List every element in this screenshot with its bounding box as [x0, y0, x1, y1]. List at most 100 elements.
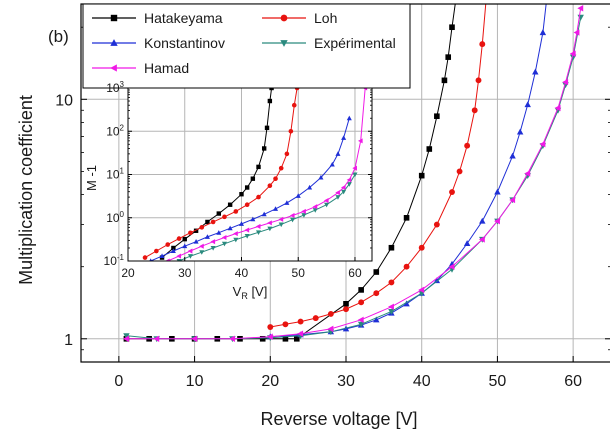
legend-label-experimental: Expérimental	[314, 35, 396, 51]
main-data-point-hamad	[539, 140, 546, 148]
main-x-ticks: 0 10 20 30 40 50 60	[114, 356, 582, 390]
inset-data-point-hatakeyama	[182, 236, 187, 242]
inset-data-point-konstantinov	[329, 161, 335, 167]
main-data-point-experimental	[357, 321, 365, 328]
inset-data-point-experimental	[301, 213, 307, 218]
inset-data-point-loh	[188, 230, 193, 236]
inset-y-tick-label: 103	[106, 80, 124, 95]
main-data-point-loh	[358, 299, 365, 306]
inset-data-point-experimental	[187, 254, 193, 259]
inset-data-point-konstantinov	[335, 151, 341, 156]
main-y-axis-label: Multiplication coefficient	[16, 95, 36, 285]
main-data-point-hatakeyama	[453, 0, 459, 3]
inset-data-point-loh	[278, 165, 284, 171]
inset-data-point-loh	[233, 209, 239, 214]
inset-data-point-experimental	[346, 182, 352, 187]
legend-item-experimental: Expérimental	[262, 35, 396, 51]
main-data-point-hamad	[266, 333, 273, 340]
main-data-point-loh	[464, 142, 471, 149]
main-data-point-hatakeyama	[293, 335, 300, 342]
inset-data-point-konstantinov	[346, 115, 352, 121]
inset-data-point-hamad	[335, 190, 340, 196]
inset-data-point-hamad	[267, 220, 272, 226]
main-data-point-loh	[312, 315, 319, 322]
main-data-point-hamad	[562, 78, 569, 86]
inset-data-point-hamad	[301, 208, 306, 214]
inset-data-point-experimental	[244, 233, 250, 239]
main-data-point-konstantinov	[403, 300, 410, 307]
inset-data-point-konstantinov	[159, 253, 165, 259]
inset-x-tick-label: 30	[178, 266, 192, 280]
inset-data-point-konstantinov	[227, 225, 233, 231]
inset-data-point-hamad	[352, 165, 357, 171]
inset-data-point-experimental	[352, 172, 358, 178]
main-data-point-hamad	[524, 170, 531, 177]
inset-data-point-konstantinov	[182, 243, 188, 249]
legend-box	[82, 3, 411, 89]
inset-data-point-loh	[222, 214, 227, 220]
inset-data-point-hatakeyama	[267, 98, 273, 104]
inset-data-point-hamad	[176, 253, 182, 259]
main-data-point-hamad	[478, 236, 485, 243]
main-data-point-konstantinov	[539, 29, 547, 36]
main-data-point-konstantinov	[479, 217, 486, 224]
inset-data-point-hamad	[362, 88, 368, 91]
main-data-point-hamad	[297, 330, 304, 337]
main-data-point-hamad	[509, 196, 516, 204]
inset-data-point-loh	[244, 202, 250, 208]
legend-marker-loh	[280, 14, 288, 22]
inset-data-point-hamad	[340, 184, 346, 191]
main-data-point-hatakeyama	[434, 113, 440, 120]
main-data-point-loh	[267, 324, 274, 330]
legend-marker-experimental	[280, 40, 288, 47]
main-y-tick-label: 10	[55, 92, 73, 109]
main-data-point-hatakeyama	[343, 300, 349, 307]
main-data-point-hatakeyama	[445, 54, 452, 60]
inset-data-point-hamad	[210, 239, 216, 245]
inset-x-ticks: 20 30 40 50 60	[121, 257, 362, 280]
main-data-point-loh	[449, 189, 455, 195]
main-x-axis-label: Reverse voltage [V]	[260, 409, 417, 429]
inset-y-tick-exp: 0	[120, 210, 125, 219]
inset-x-axis-label: VR [V]	[233, 284, 268, 301]
inset-data-point-hatakeyama	[264, 125, 270, 131]
inset-x-axis-label-sub: R	[241, 291, 248, 301]
inset-data-point-hatakeyama	[171, 245, 176, 251]
inset-data-point-loh	[294, 88, 300, 91]
main-data-point-hatakeyama	[403, 215, 410, 221]
inset-y-axis-label: M -1	[84, 165, 99, 191]
inset-data-point-konstantinov	[193, 239, 199, 244]
main-data-point-loh	[475, 77, 482, 84]
inset-data-point-konstantinov	[307, 184, 313, 190]
inset-data-point-loh	[267, 183, 273, 189]
main-series-hamad	[123, 5, 584, 343]
inset-x-axis-label-unit: [V]	[248, 284, 268, 299]
inset-data-point-loh	[154, 248, 159, 254]
inset-data-point-hatakeyama	[269, 88, 274, 91]
main-data-point-hatakeyama	[388, 244, 395, 251]
inset-data-point-experimental	[199, 250, 205, 255]
legend-marker-hatakeyama	[110, 14, 118, 22]
legend-marker-konstantinov	[110, 39, 118, 46]
inset-data-point-hamad	[323, 198, 329, 204]
main-data-point-hatakeyama	[259, 335, 266, 342]
inset-data-point-hamad	[255, 223, 261, 229]
inset-data-point-loh	[288, 128, 294, 134]
main-data-point-hamad	[327, 325, 334, 333]
inset-y-tick-base: 10	[106, 81, 120, 95]
main-data-point-loh	[483, 0, 489, 3]
inset-data-point-hatakeyama	[261, 146, 267, 151]
inset-y-tick-base: 10	[106, 211, 120, 225]
panel-label: (b)	[48, 27, 69, 46]
inset-data-point-hamad	[199, 243, 204, 249]
inset-y-tick-label: 10-1	[104, 253, 125, 268]
inset-data-point-hatakeyama	[216, 211, 221, 216]
inset-data-point-konstantinov	[149, 258, 153, 261]
inset-data-point-konstantinov	[261, 211, 267, 217]
inset-data-point-hatakeyama	[239, 192, 244, 197]
inset-data-point-hamad	[221, 234, 227, 240]
main-data-point-loh	[282, 321, 289, 328]
inset-data-point-loh	[142, 255, 148, 260]
